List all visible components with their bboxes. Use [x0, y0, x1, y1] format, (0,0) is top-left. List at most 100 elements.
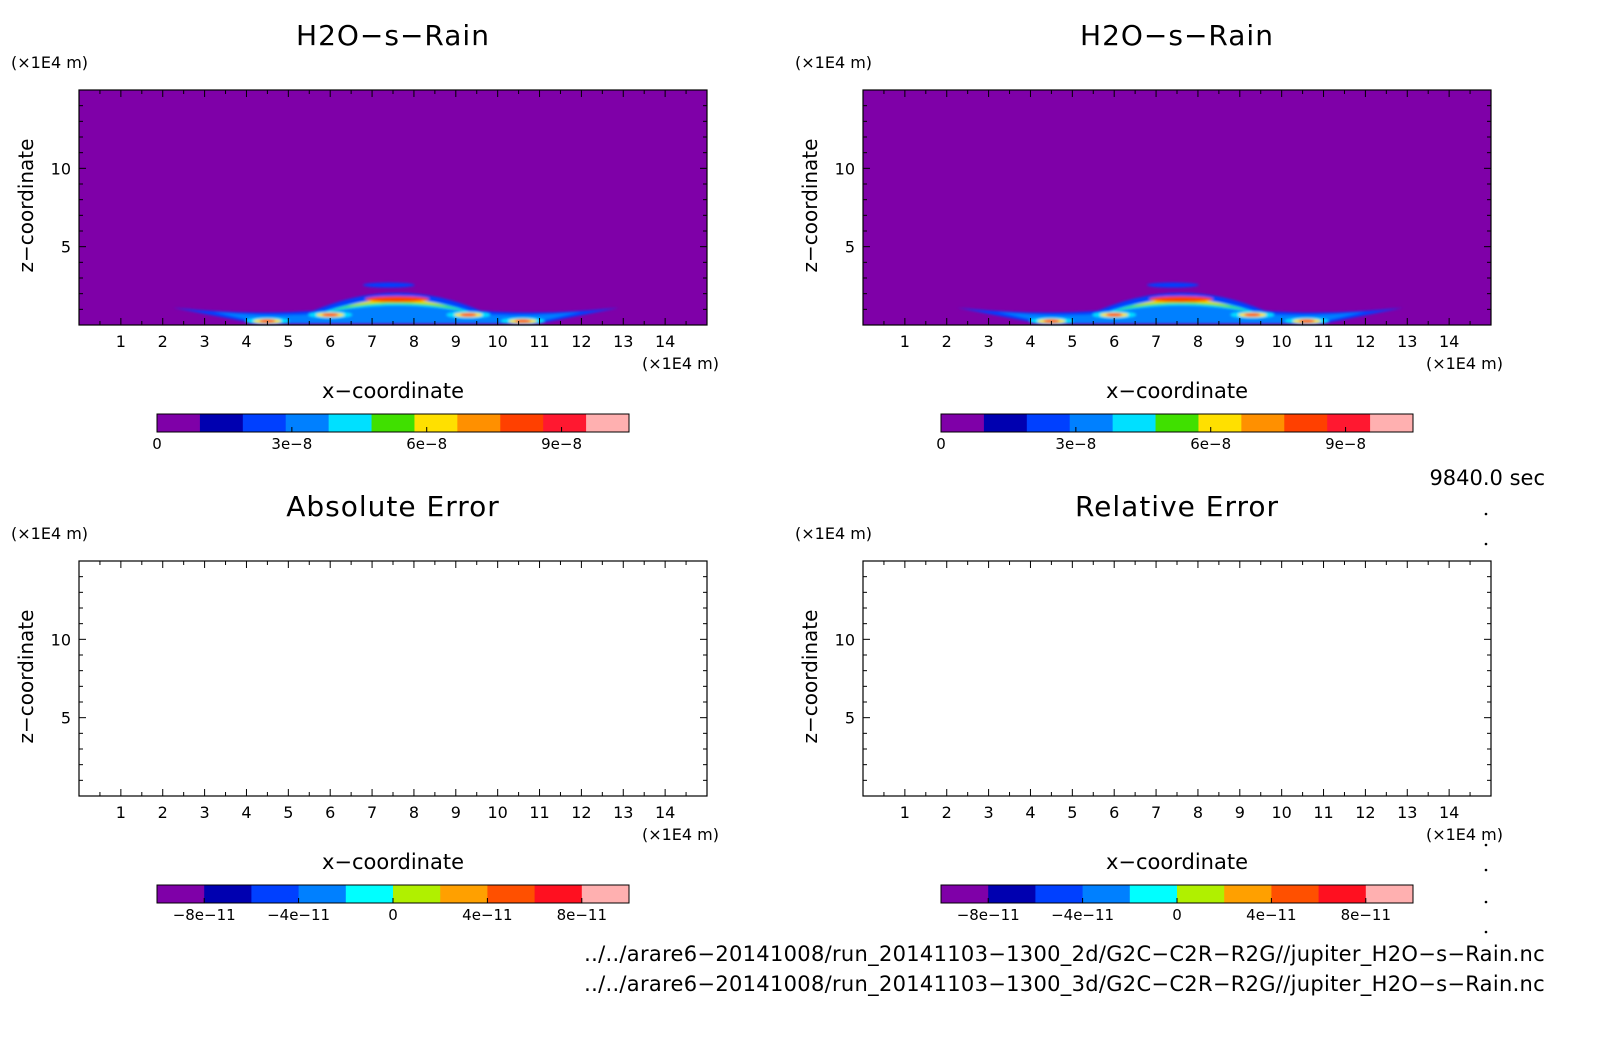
- chart-title: H2O−s−Rain: [296, 19, 490, 52]
- x-tick-label: 6: [325, 803, 335, 822]
- colorbar-tick-label: −8e−11: [173, 906, 236, 924]
- x-tick-label: 9: [451, 332, 461, 351]
- x-tick-label: 1: [900, 803, 910, 822]
- x-unit-label: (×1E4 m): [1426, 825, 1503, 844]
- colorbar-swatch: [393, 885, 441, 903]
- margin-dot: [1484, 900, 1488, 904]
- y-tick-label: 10: [51, 630, 71, 649]
- y-tick-label: 5: [61, 238, 71, 257]
- x-tick-label: 8: [1193, 803, 1203, 822]
- x-tick-label: 8: [409, 332, 419, 351]
- y-axis-label: z−coordinate: [14, 139, 38, 273]
- x-unit-label: (×1E4 m): [642, 825, 719, 844]
- x-tick-label: 3: [984, 332, 994, 351]
- x-tick-label: 14: [1439, 332, 1459, 351]
- file-path-3d: ../../arare6−20141008/run_20141103−1300_…: [584, 972, 1545, 996]
- y-tick-label: 5: [845, 238, 855, 257]
- x-tick-label: 2: [942, 332, 952, 351]
- colorbar-swatch: [199, 414, 244, 432]
- chart-title: Relative Error: [1075, 490, 1279, 523]
- colorbar-tick-label: 4e−11: [462, 906, 512, 924]
- colorbar-swatch: [414, 414, 458, 432]
- x-tick-label: 10: [1271, 803, 1291, 822]
- x-tick-label: 9: [1235, 332, 1245, 351]
- x-axis-label: x−coordinate: [322, 850, 464, 874]
- margin-dot: [1484, 868, 1488, 872]
- colorbar-tick-label: 3e−8: [271, 435, 312, 453]
- y-axis-label: z−coordinate: [798, 610, 822, 744]
- chart-title: H2O−s−Rain: [1080, 19, 1274, 52]
- colorbar-tick-label: 8e−11: [1341, 906, 1391, 924]
- y-tick-label: 10: [835, 630, 855, 649]
- y-tick-label: 10: [835, 159, 855, 178]
- margin-dot: [1484, 843, 1488, 847]
- colorbar-swatch: [941, 414, 985, 432]
- colorbar-tick-label: 0: [388, 906, 398, 924]
- rain-core: [365, 296, 430, 303]
- x-tick-label: 7: [367, 803, 377, 822]
- colorbar-tick-label: 9e−8: [1325, 435, 1366, 453]
- file-path-2d: ../../arare6−20141008/run_20141103−1300_…: [584, 942, 1545, 966]
- rain-spot-core: [1244, 313, 1261, 317]
- colorbar-swatch: [345, 885, 394, 903]
- x-tick-label: 3: [200, 803, 210, 822]
- x-tick-label: 10: [1271, 332, 1291, 351]
- x-tick-label: 13: [1397, 803, 1417, 822]
- x-tick-label: 2: [942, 803, 952, 822]
- rain-arch-cyan: [1101, 299, 1261, 315]
- x-tick-label: 13: [613, 803, 633, 822]
- heatmap-background: [863, 90, 1491, 325]
- colorbar-swatch: [1177, 885, 1225, 903]
- x-tick-label: 7: [1151, 803, 1161, 822]
- colorbar-swatch: [285, 414, 330, 432]
- x-tick-label: 6: [1109, 803, 1119, 822]
- x-axis-label: x−coordinate: [1106, 379, 1248, 403]
- x-tick-label: 4: [1025, 332, 1035, 351]
- x-tick-label: 5: [1067, 332, 1077, 351]
- rain-spot-core: [1106, 313, 1123, 317]
- x-tick-label: 1: [116, 803, 126, 822]
- y-tick-label: 10: [51, 159, 71, 178]
- x-tick-label: 11: [1313, 332, 1333, 351]
- colorbar: −8e−11 −4e−11 0 4e−11 8e−11: [156, 884, 630, 924]
- colorbar-tick-label: −4e−11: [267, 906, 330, 924]
- rain-spot-core: [460, 313, 477, 317]
- colorbar-swatch: [586, 414, 630, 432]
- colorbar-tick-label: 4e−11: [1246, 906, 1296, 924]
- colorbar-swatch: [1112, 414, 1157, 432]
- y-unit-label: (×1E4 m): [11, 524, 88, 543]
- colorbar-swatch: [581, 885, 630, 903]
- y-tick-label: 5: [61, 709, 71, 728]
- colorbar: 0 3e−8 6e−8 9e−8: [152, 413, 630, 453]
- colorbar-swatch: [298, 885, 347, 903]
- heatmap-background: [79, 90, 707, 325]
- x-tick-label: 1: [116, 332, 126, 351]
- colorbar-swatch: [328, 414, 373, 432]
- colorbar-swatch: [1318, 885, 1367, 903]
- y-axis-label: z−coordinate: [14, 610, 38, 744]
- x-tick-label: 12: [1355, 332, 1375, 351]
- x-tick-label: 12: [571, 803, 591, 822]
- margin-dot: [1484, 512, 1488, 516]
- rain-spot-core: [1298, 319, 1315, 323]
- x-tick-label: 11: [1313, 803, 1333, 822]
- x-tick-label: 7: [1151, 332, 1161, 351]
- x-tick-label: 6: [325, 332, 335, 351]
- x-tick-label: 14: [655, 332, 675, 351]
- margin-dot: [1484, 930, 1488, 934]
- colorbar-swatch: [242, 414, 287, 432]
- colorbar-swatch: [251, 885, 300, 903]
- colorbar-tick-label: 0: [936, 435, 946, 453]
- chart-title: Absolute Error: [286, 490, 500, 523]
- colorbar-tick-label: 6e−8: [1190, 435, 1231, 453]
- rain-field: [173, 282, 620, 325]
- x-tick-label: 3: [984, 803, 994, 822]
- colorbar-swatch: [1069, 414, 1114, 432]
- x-tick-label: 12: [1355, 803, 1375, 822]
- x-tick-label: 9: [1235, 803, 1245, 822]
- x-tick-label: 1: [900, 332, 910, 351]
- colorbar-swatch: [1198, 414, 1242, 432]
